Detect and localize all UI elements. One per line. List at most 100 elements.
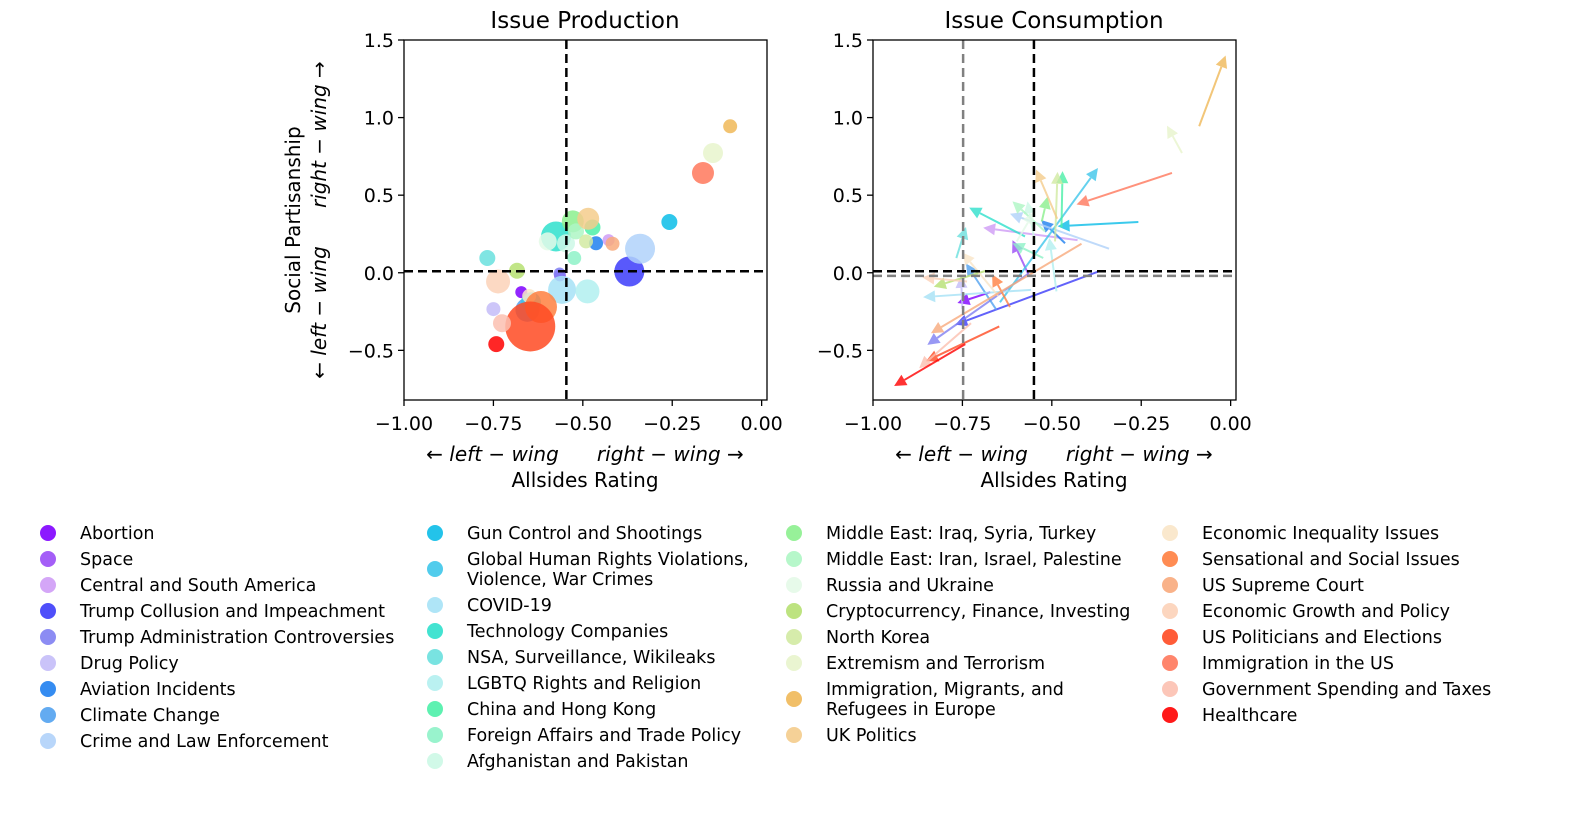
arrow-shaft: [1198, 66, 1223, 127]
arrow-head: [923, 290, 936, 303]
legend-label: Global Human Rights Violations, Violence,…: [467, 550, 749, 590]
bubble-point: [579, 234, 594, 249]
production-xlabel: Allsides Rating: [511, 468, 658, 492]
legend-label: Aviation Incidents: [80, 680, 236, 700]
legend-item: Trump Collusion and Impeachment: [40, 602, 385, 622]
bubble-point: [548, 275, 577, 304]
production-xlabel-sub: ← left − wing right − wing →: [426, 442, 744, 466]
legend-marker: [786, 727, 802, 743]
legend-label: LGBTQ Rights and Religion: [467, 674, 701, 694]
legend-label-line: Economic Inequality Issues: [1202, 524, 1439, 544]
legend-item: Cryptocurrency, Finance, Investing: [786, 602, 1130, 622]
bubble-point: [702, 142, 723, 163]
shift-arrow: [1198, 55, 1228, 127]
legend-label: Russia and Ukraine: [826, 576, 994, 596]
legend-label: Central and South America: [80, 576, 316, 596]
legend-label-line: Middle East: Iran, Israel, Palestine: [826, 550, 1122, 570]
consumption-xlabel: Allsides Rating: [980, 468, 1127, 492]
legend-item: Aviation Incidents: [40, 680, 236, 700]
bubble-point: [488, 336, 505, 353]
legend-label-line: NSA, Surveillance, Wikileaks: [467, 648, 715, 668]
bubble-point: [691, 161, 714, 184]
legend-label: Immigration, Migrants, and Refugees in Eu…: [826, 680, 1064, 720]
arrow-shaft: [1054, 183, 1059, 242]
legend-item: Immigration, Migrants, and Refugees in Eu…: [786, 680, 1064, 720]
bubble-point: [492, 314, 511, 333]
legend-marker: [427, 597, 443, 613]
legend-marker: [786, 691, 802, 707]
arrow-head: [1215, 55, 1228, 69]
legend-marker: [427, 649, 443, 665]
x-tick-label: −0.75: [464, 413, 522, 435]
arrow-shaft: [936, 325, 1000, 357]
legend-label-line: Aviation Incidents: [80, 680, 236, 700]
legend-marker: [40, 551, 56, 567]
legend-label: Crime and Law Enforcement: [80, 732, 329, 752]
bubble-point: [567, 251, 582, 266]
legend-marker: [40, 629, 56, 645]
legend-label: Afghanistan and Pakistan: [467, 752, 689, 772]
x-tick-label: −0.50: [554, 413, 612, 435]
shift-arrow: [894, 343, 966, 387]
legend-marker: [40, 603, 56, 619]
legend-item: Gun Control and Shootings: [427, 524, 702, 544]
shift-arrow: [1166, 125, 1183, 154]
arrow-shaft: [927, 322, 972, 362]
shift-arrow: [1035, 169, 1059, 220]
legend-item: UK Politics: [786, 726, 917, 746]
legend-label: North Korea: [826, 628, 930, 648]
legend-label: Drug Policy: [80, 654, 179, 674]
shift-arrow: [992, 274, 1011, 308]
legend-label: Cryptocurrency, Finance, Investing: [826, 602, 1130, 622]
legend-item: Sensational and Social Issues: [1162, 550, 1460, 570]
legend-label-line: Extremism and Terrorism: [826, 654, 1045, 674]
legend-marker: [786, 577, 802, 593]
legend-label-line: Government Spending and Taxes: [1202, 680, 1491, 700]
legend-label: Healthcare: [1202, 706, 1297, 726]
arrow-head: [1009, 212, 1024, 224]
legend-item: Middle East: Iran, Israel, Palestine: [786, 550, 1122, 570]
legend-label-line: Gun Control and Shootings: [467, 524, 702, 544]
legend-item: Foreign Affairs and Trade Policy: [427, 726, 741, 746]
legend-label: COVID-19: [467, 596, 552, 616]
arrow-layer: [894, 55, 1228, 387]
arrow-head: [1035, 169, 1047, 183]
legend-label: NSA, Surveillance, Wikileaks: [467, 648, 715, 668]
arrow-head: [969, 207, 983, 219]
legend-label-line: Middle East: Iraq, Syria, Turkey: [826, 524, 1096, 544]
legend-label: Extremism and Terrorism: [826, 654, 1045, 674]
arrow-shaft: [1049, 249, 1058, 292]
legend-marker: [427, 561, 443, 577]
bubble-point: [625, 233, 656, 264]
y-tick-label: −0.5: [348, 340, 394, 362]
legend-item: Technology Companies: [427, 622, 668, 642]
legend-label: Economic Growth and Policy: [1202, 602, 1450, 622]
arrow-shaft: [1087, 172, 1173, 202]
legend-label: Abortion: [80, 524, 155, 544]
legend-label-line: Central and South America: [80, 576, 316, 596]
legend-label: Space: [80, 550, 133, 570]
arrow-shaft: [996, 284, 1011, 308]
shift-arrow: [1057, 219, 1139, 232]
arrow-shaft: [934, 288, 1032, 298]
legend-label: Technology Companies: [466, 622, 668, 642]
bubble-point: [486, 269, 511, 294]
axes-frame: [872, 39, 1237, 401]
bubble-point: [605, 236, 620, 251]
arrow-head: [927, 333, 941, 345]
x-tick-label: 0.00: [1209, 413, 1251, 435]
legend-label-line: COVID-19: [467, 596, 552, 616]
arrow-head: [1051, 171, 1064, 185]
legend-marker: [40, 681, 56, 697]
legend-label-line: Russia and Ukraine: [826, 576, 994, 596]
legend-label-line: UK Politics: [826, 726, 917, 746]
y-tick-label: −0.5: [817, 340, 863, 362]
legend-marker: [1162, 707, 1178, 723]
legend-label: UK Politics: [826, 726, 917, 746]
y-tick-label: 0.0: [364, 263, 394, 285]
consumption-axes: Issue Consumption ← left − wing right − …: [817, 8, 1252, 492]
legend-label-line: Healthcare: [1202, 706, 1297, 726]
legend-item: Abortion: [40, 524, 155, 544]
shift-arrow: [1044, 238, 1058, 292]
